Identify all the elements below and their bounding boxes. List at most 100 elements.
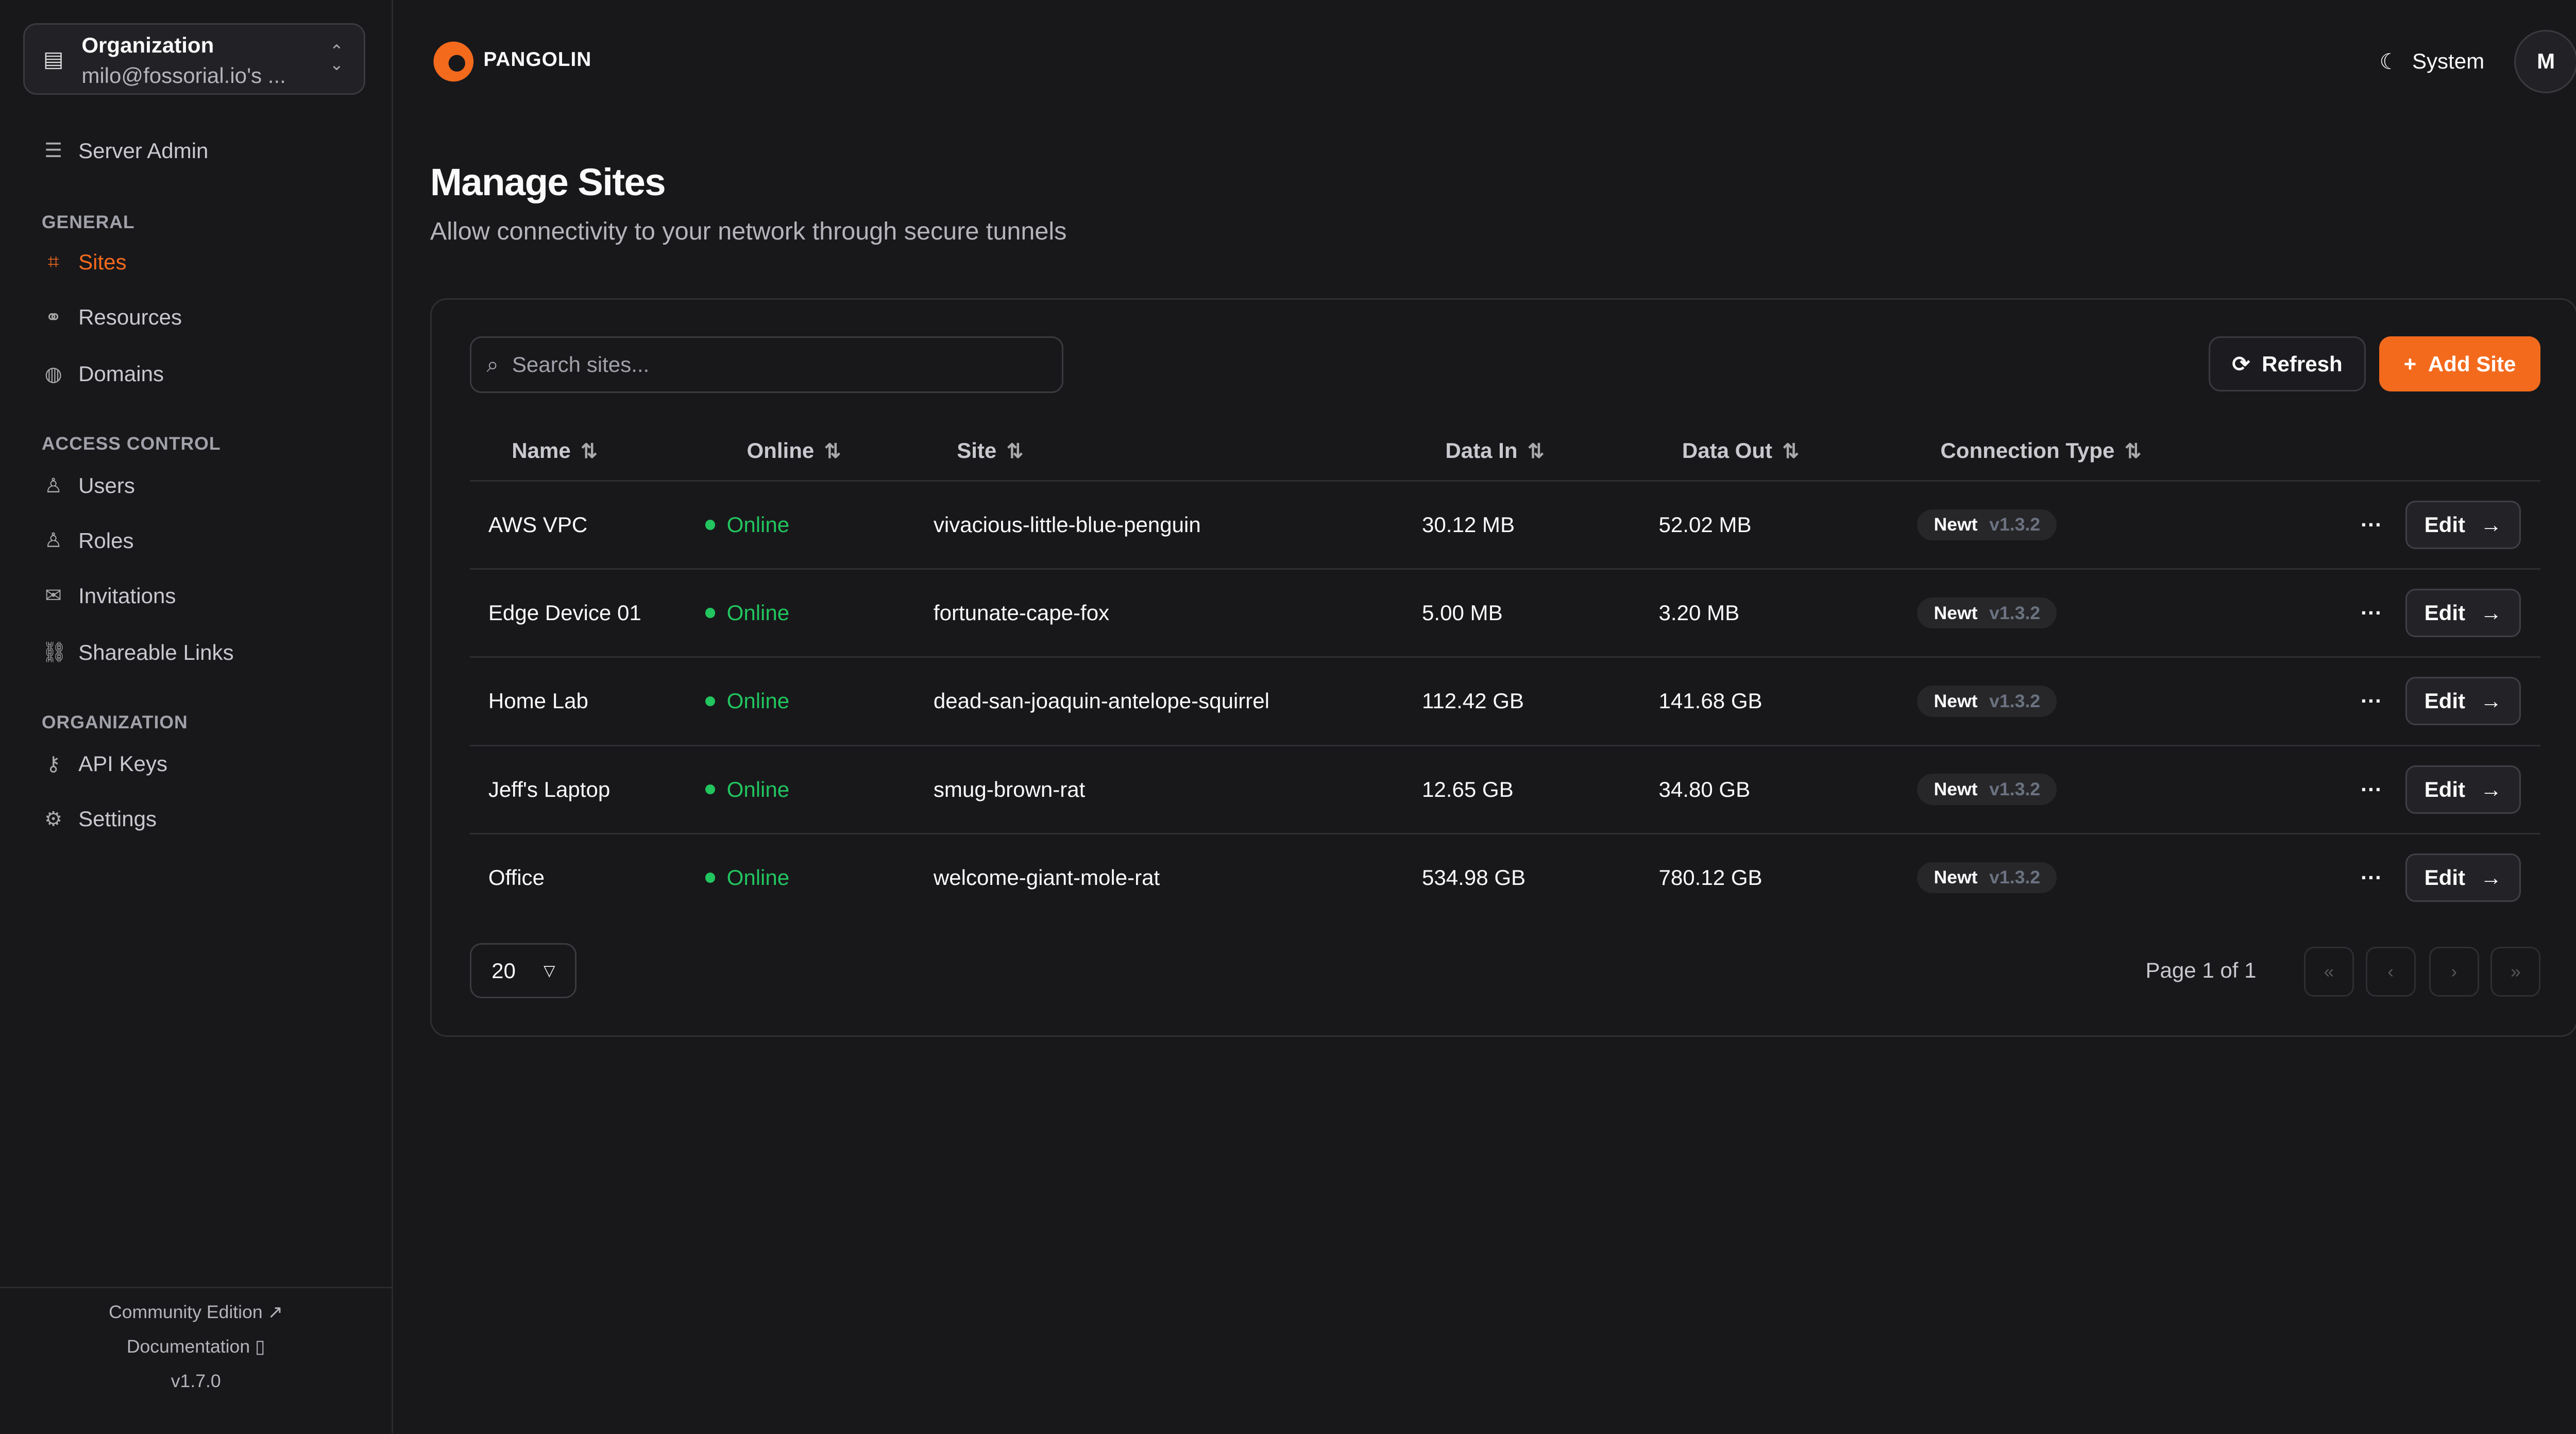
- label: Edit: [2424, 777, 2466, 801]
- search-placeholder: Search sites...: [512, 352, 650, 377]
- sidebar-item-sites[interactable]: ⌗ Sites: [42, 250, 127, 275]
- version: v1.7.0: [171, 1370, 221, 1391]
- connection-type-badge: Newt v1.3.2: [1917, 597, 2057, 629]
- sidebar-item-invitations[interactable]: ✉ Invitations: [42, 584, 176, 608]
- site-name: Office: [488, 865, 545, 890]
- external-link-icon: ↗: [267, 1302, 283, 1323]
- column-header[interactable]: Site ⇅: [933, 421, 1422, 482]
- sidebar-item-server-admin[interactable]: ☰ Server Admin: [42, 138, 209, 163]
- community-edition-link[interactable]: Community Edition: [109, 1302, 263, 1323]
- section-organization: ORGANIZATION: [41, 711, 188, 732]
- sidebar-item-resources[interactable]: ⚭ Resources: [42, 305, 182, 330]
- label: Edit: [2424, 689, 2466, 713]
- prev-page-button[interactable]: ‹: [2365, 946, 2416, 997]
- section-access-control: ACCESS CONTROL: [41, 433, 221, 454]
- online-status: Online: [705, 601, 934, 625]
- page-subtitle: Allow connectivity to your network throu…: [430, 217, 1067, 245]
- sort-icon: ⇅: [1782, 440, 1799, 463]
- version: v1.3.2: [1989, 602, 2041, 623]
- column-header[interactable]: Data In ⇅: [1422, 421, 1659, 482]
- building-icon: ▤: [43, 47, 64, 72]
- org-name: milo@fossorial.io's ...: [81, 63, 286, 88]
- table-row: Edge Device 01 Online fortunate-cape-fox…: [470, 569, 2541, 658]
- site-name: Jeff's Laptop: [470, 745, 705, 834]
- status-dot: [705, 873, 715, 883]
- arrow-right-icon: →: [2480, 689, 2502, 713]
- status-label: Online: [726, 512, 790, 537]
- site-id: welcome-giant-mole-rat: [933, 865, 1160, 890]
- arrow-right-icon: →: [2480, 601, 2502, 625]
- connection-type-badge: Newt v1.3.2: [1917, 686, 2057, 717]
- sites-icon: ⌗: [47, 251, 59, 274]
- theme-toggle[interactable]: ☾ System: [2379, 49, 2484, 74]
- sites-card: ⌕ Search sites... ⟳ Refresh + Add Site Name…: [430, 298, 2576, 1037]
- sort-icon: ⇅: [2124, 440, 2142, 463]
- gear-icon: ⚙: [44, 808, 62, 830]
- sidebar-item-api-keys[interactable]: ⚷ API Keys: [42, 752, 167, 776]
- site-id: dead-san-joaquin-antelope-squirrel: [933, 657, 1422, 746]
- mail-icon: ✉: [45, 585, 62, 607]
- more-actions-icon[interactable]: ···: [2360, 601, 2382, 625]
- logo[interactable]: PANGOLIN: [430, 37, 591, 83]
- label: Domains: [78, 362, 164, 386]
- chevrons-updown-icon: ⌃ ⌄: [329, 42, 344, 74]
- edit-button[interactable]: Edit →: [2405, 765, 2521, 814]
- label: Sites: [78, 250, 127, 275]
- chevron-down-icon: ▽: [544, 963, 555, 980]
- data-out: 34.80 GB: [1658, 745, 1918, 834]
- more-actions-icon[interactable]: ···: [2360, 689, 2382, 713]
- label: Resources: [78, 305, 182, 330]
- sort-icon: ⇅: [1006, 440, 1024, 463]
- avatar[interactable]: M: [2514, 30, 2576, 93]
- globe-icon: ◍: [44, 363, 62, 385]
- add-site-button[interactable]: + Add Site: [2379, 336, 2541, 392]
- more-actions-icon[interactable]: ···: [2360, 777, 2382, 801]
- label: Shareable Links: [78, 640, 234, 664]
- sort-icon: ⇅: [581, 440, 598, 463]
- link-icon: ⛓: [41, 641, 67, 664]
- sidebar-item-domains[interactable]: ◍ Domains: [42, 362, 164, 386]
- sidebar-item-settings[interactable]: ⚙ Settings: [42, 807, 157, 831]
- edit-button[interactable]: Edit →: [2405, 500, 2521, 549]
- refresh-button[interactable]: ⟳ Refresh: [2209, 336, 2366, 392]
- data-out: 52.02 MB: [1658, 481, 1918, 570]
- data-out: 141.68 GB: [1658, 657, 1918, 746]
- more-actions-icon[interactable]: ···: [2360, 865, 2382, 890]
- column-header[interactable]: Name ⇅: [470, 421, 705, 482]
- label: Server Admin: [78, 138, 209, 163]
- type: Newt: [1934, 514, 1978, 535]
- first-page-button[interactable]: «: [2303, 946, 2354, 997]
- last-page-button[interactable]: »: [2490, 946, 2541, 997]
- more-actions-icon[interactable]: ···: [2360, 512, 2382, 537]
- data-in: 112.42 GB: [1422, 657, 1659, 746]
- org-switcher[interactable]: ▤ Organization milo@fossorial.io's ... ⌃…: [23, 23, 365, 95]
- column-header[interactable]: Data Out ⇅: [1658, 421, 1918, 482]
- connection-type-badge: Newt v1.3.2: [1917, 862, 2057, 894]
- section-general: GENERAL: [41, 211, 135, 232]
- sidebar-item-shareable-links[interactable]: ⛓ Shareable Links: [42, 640, 234, 665]
- sidebar-item-users[interactable]: ♙ Users: [42, 473, 135, 498]
- page-size-select[interactable]: 20 ▽: [470, 943, 577, 999]
- data-in: 534.98 GB: [1422, 865, 1526, 890]
- column-header[interactable]: Online ⇅: [705, 421, 934, 482]
- search-input[interactable]: ⌕ Search sites...: [470, 336, 1064, 394]
- column-label: Data In: [1445, 438, 1518, 463]
- type: Newt: [1934, 690, 1978, 711]
- status-label: Online: [726, 777, 790, 801]
- table-row: Jeff's Laptop Online smug-brown-rat 12.6…: [470, 745, 2541, 834]
- page-info: Page 1 of 1: [2145, 958, 2257, 983]
- sidebar-item-roles[interactable]: ♙ Roles: [42, 528, 133, 553]
- next-page-button[interactable]: ›: [2429, 946, 2479, 997]
- edit-button[interactable]: Edit →: [2405, 677, 2521, 726]
- sort-icon: ⇅: [824, 440, 841, 463]
- documentation-link[interactable]: Documentation: [126, 1336, 250, 1357]
- edit-button[interactable]: Edit →: [2405, 589, 2521, 638]
- arrow-right-icon: →: [2480, 777, 2502, 801]
- moon-icon: ☾: [2379, 49, 2399, 74]
- edit-button[interactable]: Edit →: [2405, 853, 2521, 902]
- refresh-icon: ⟳: [2232, 352, 2250, 377]
- online-status: Online: [705, 689, 934, 713]
- column-label: Connection Type: [1940, 438, 2115, 463]
- online-status: Online: [705, 777, 934, 802]
- column-header[interactable]: Connection Type ⇅: [1917, 421, 2217, 482]
